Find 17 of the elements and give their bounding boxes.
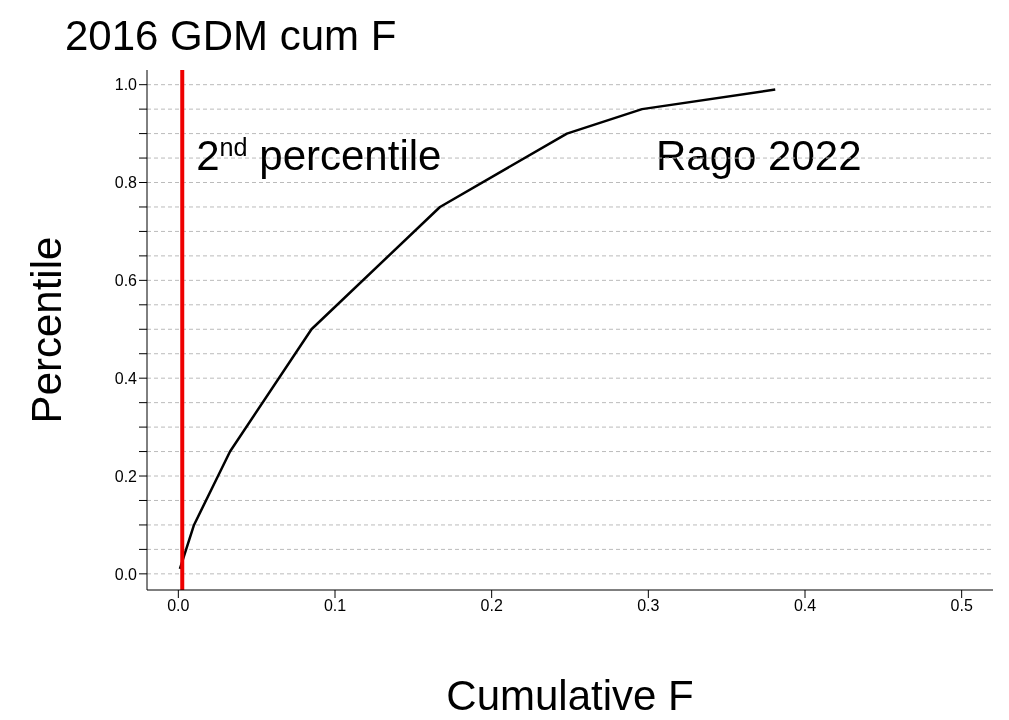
y-tick-label: 0.2 (114, 467, 138, 485)
annotation: Rago 2022 (656, 132, 862, 180)
x-tick-label: 0.1 (323, 597, 347, 615)
x-tick-label: 0.4 (793, 597, 817, 615)
x-axis-title: Cumulative F (446, 672, 694, 719)
x-tick-label: 0.2 (480, 597, 503, 615)
ref-line-label: 2$^{nd}$ percentile (196, 132, 442, 179)
x-tick-label: 0.5 (950, 597, 973, 615)
y-tick-label: 0.8 (114, 174, 138, 192)
y-tick-label: 0.6 (114, 272, 138, 290)
y-tick-label: 0.0 (114, 565, 138, 583)
x-tick-label: 0.3 (637, 597, 660, 615)
y-axis-title: Percentile (22, 236, 70, 424)
y-tick-label: 1.0 (114, 76, 138, 94)
chart-title: 2016 GDM cum F (65, 12, 397, 60)
y-tick-label: 0.4 (114, 369, 138, 387)
x-tick-label: 0.0 (167, 597, 190, 615)
